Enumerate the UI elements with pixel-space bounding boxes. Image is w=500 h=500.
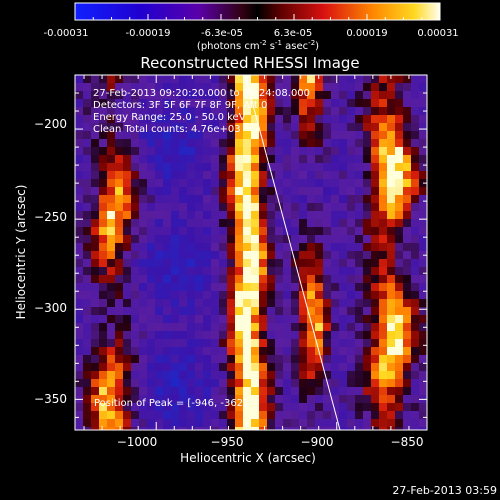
x-tick-label-0: −1000 xyxy=(117,435,158,449)
x-tick-label-2: −900 xyxy=(301,435,334,449)
colorbar-tick-5: 0.00031 xyxy=(417,28,458,39)
x-tick-label-3: −850 xyxy=(391,435,424,449)
observation-info: 27-Feb-2013 09:20:20.000 to 09:24:08.000… xyxy=(93,88,310,135)
peak-position-label: Position of Peak = [-946, -362] xyxy=(94,398,247,409)
y-axis-label: Heliocentric Y (arcsec) xyxy=(14,185,28,320)
y-tick-label-3: −200 xyxy=(34,117,67,131)
info-time-range: 27-Feb-2013 09:20:20.000 to 09:24:08.000 xyxy=(93,88,310,99)
info-detectors: Detectors: 3F 5F 6F 7F 8F 9F, Att 0 xyxy=(93,100,267,111)
info-clean-counts: Clean Total counts: 4.76e+03 xyxy=(93,124,241,135)
colorbar-tick-3: 6.3e-05 xyxy=(274,28,312,39)
colorbar-tick-4: 0.00019 xyxy=(346,28,387,39)
solar-limb-line xyxy=(244,74,341,431)
y-tick-label-0: −350 xyxy=(34,392,67,406)
flux-image xyxy=(75,75,427,430)
y-tick-label-2: −250 xyxy=(34,210,67,224)
colorbar-tick-1: -0.00019 xyxy=(126,28,171,39)
colorbar-tick-2: -6.3e-05 xyxy=(201,28,243,39)
plot-timestamp: 27-Feb-2013 03:59 xyxy=(392,484,497,497)
y-tick-label-1: −300 xyxy=(34,301,67,315)
colorbar-units: (photons cm-2 s-1 asec-2) xyxy=(197,39,319,52)
axis-ticks xyxy=(75,74,428,430)
x-tick-label-1: −950 xyxy=(211,435,244,449)
colorbar: -0.00031 -0.00019 -6.3e-05 6.3e-05 0.000… xyxy=(44,2,459,52)
plot-title: Reconstructed RHESSI Image xyxy=(140,54,359,72)
info-energy-range: Energy Range: 25.0 - 50.0 keV xyxy=(93,112,246,123)
x-axis-label: Heliocentric X (arcsec) xyxy=(180,451,316,465)
plot-frame xyxy=(74,74,428,431)
colorbar-tick-0: -0.00031 xyxy=(44,28,89,39)
